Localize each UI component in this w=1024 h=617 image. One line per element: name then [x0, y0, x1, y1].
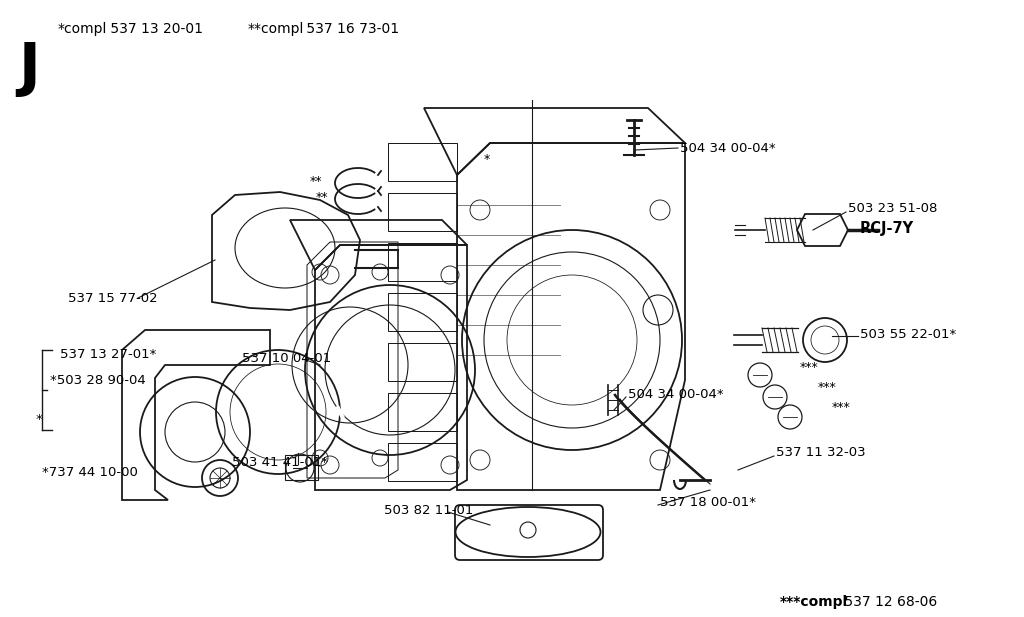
Text: J: J — [18, 40, 40, 97]
Text: *: * — [36, 413, 43, 426]
Text: 504 34 00-04*: 504 34 00-04* — [628, 389, 724, 402]
Text: ***: *** — [818, 381, 837, 394]
Text: 537 12 68-06: 537 12 68-06 — [840, 595, 937, 609]
Text: ***: *** — [831, 402, 851, 415]
Text: 537 10 04-01: 537 10 04-01 — [242, 352, 331, 365]
Text: ***compl: ***compl — [780, 595, 848, 609]
Text: 504 34 00-04*: 504 34 00-04* — [680, 141, 775, 154]
Text: *: * — [484, 154, 490, 167]
Text: **: ** — [316, 191, 329, 204]
Text: *compl: *compl — [58, 22, 108, 36]
Text: 537 13 27-01*: 537 13 27-01* — [60, 349, 157, 362]
Text: 537 15 77-02: 537 15 77-02 — [68, 291, 158, 305]
Text: 537 16 73-01: 537 16 73-01 — [302, 22, 399, 36]
Text: RCJ-7Y: RCJ-7Y — [860, 220, 914, 236]
Text: *737 44 10-00: *737 44 10-00 — [42, 466, 138, 479]
Text: 503 82 11-01: 503 82 11-01 — [384, 503, 473, 516]
Text: *503 28 90-04: *503 28 90-04 — [50, 373, 145, 386]
Text: 537 11 32-03: 537 11 32-03 — [776, 447, 865, 460]
Text: 537 13 20-01: 537 13 20-01 — [106, 22, 203, 36]
Text: **: ** — [310, 175, 323, 189]
Text: 503 55 22-01*: 503 55 22-01* — [860, 328, 956, 341]
Text: 503 23 51-08: 503 23 51-08 — [848, 202, 937, 215]
Text: 537 18 00-01*: 537 18 00-01* — [660, 495, 756, 508]
Text: ***: *** — [800, 362, 819, 375]
Text: 503 41 41-01*: 503 41 41-01* — [232, 455, 328, 468]
Text: **compl: **compl — [248, 22, 304, 36]
